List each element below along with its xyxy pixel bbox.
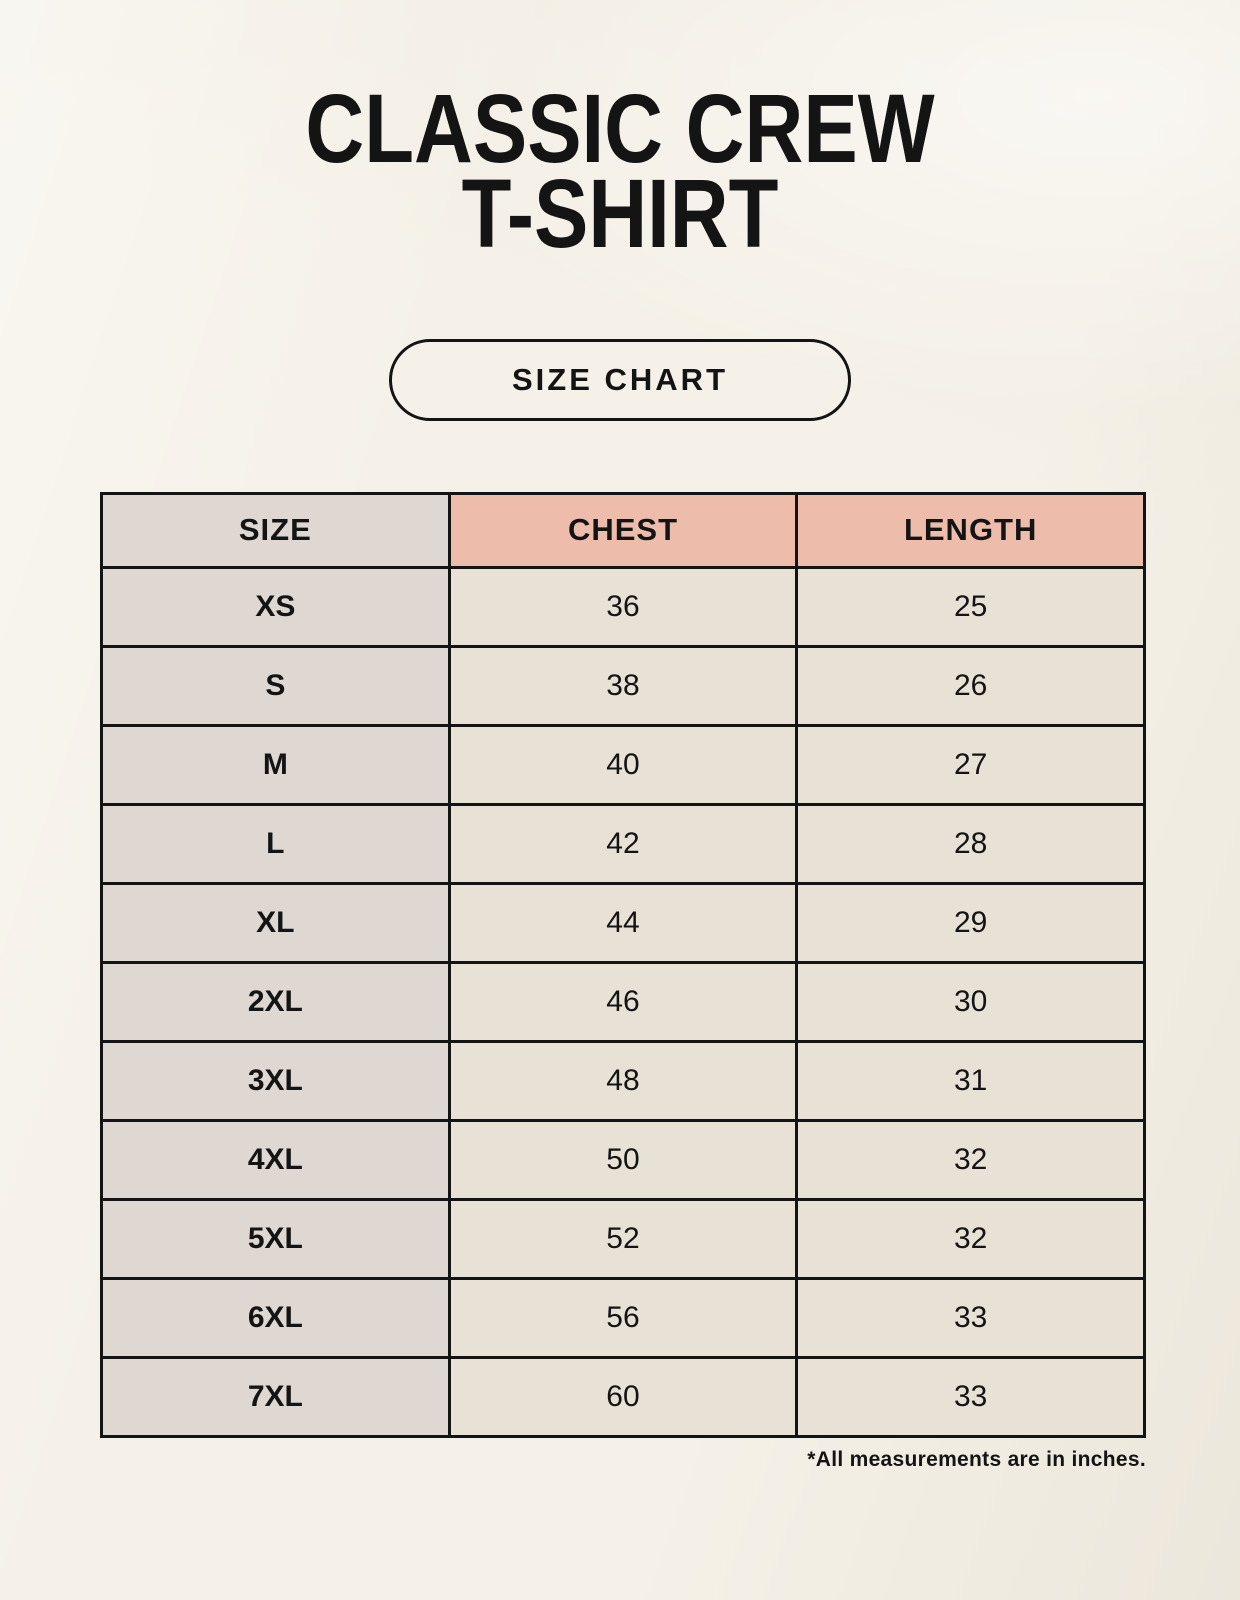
chest-cell: 44 — [447, 881, 799, 964]
table-row: XS 36 25 — [100, 565, 1146, 648]
table-row: S 38 26 — [100, 644, 1146, 727]
length-cell: 30 — [795, 960, 1146, 1043]
table-row: 6XL 56 33 — [100, 1276, 1146, 1359]
size-cell: S — [100, 644, 451, 727]
chest-cell: 46 — [447, 960, 799, 1043]
length-cell: 31 — [795, 1039, 1146, 1122]
column-header-length: LENGTH — [795, 491, 1146, 569]
length-cell: 32 — [795, 1197, 1146, 1280]
table-row: 3XL 48 31 — [100, 1039, 1146, 1122]
product-title-line1: CLASSIC CREW — [305, 74, 935, 183]
table-row: 4XL 50 32 — [100, 1118, 1146, 1201]
size-cell: 4XL — [100, 1118, 451, 1201]
chest-cell: 36 — [447, 565, 799, 648]
size-cell: 7XL — [100, 1355, 451, 1438]
length-cell: 29 — [795, 881, 1146, 964]
length-cell: 25 — [795, 565, 1146, 648]
size-cell: XL — [100, 881, 451, 964]
chest-cell: 38 — [447, 644, 799, 727]
size-cell: 5XL — [100, 1197, 451, 1280]
column-header-chest: CHEST — [447, 491, 799, 569]
table-header-row: SIZE CHEST LENGTH — [100, 491, 1146, 569]
size-chart-badge[interactable]: SIZE CHART — [389, 338, 851, 421]
chest-cell: 60 — [447, 1355, 799, 1438]
size-chart-table: SIZE CHEST LENGTH XS 36 25 S 38 26 M 40 … — [100, 491, 1146, 1438]
length-cell: 32 — [795, 1118, 1146, 1201]
length-cell: 28 — [795, 802, 1146, 885]
chest-cell: 40 — [447, 723, 799, 806]
size-cell: 2XL — [100, 960, 451, 1043]
chest-cell: 48 — [447, 1039, 799, 1122]
chest-cell: 56 — [447, 1276, 799, 1359]
product-title: CLASSIC CREW T-SHIRT — [99, 0, 1141, 269]
chest-cell: 50 — [447, 1118, 799, 1201]
length-cell: 27 — [795, 723, 1146, 806]
size-cell: 3XL — [100, 1039, 451, 1122]
table-row: 2XL 46 30 — [100, 960, 1146, 1043]
chest-cell: 52 — [447, 1197, 799, 1280]
size-cell: M — [100, 723, 451, 806]
length-cell: 33 — [795, 1276, 1146, 1359]
table-row: L 42 28 — [100, 802, 1146, 885]
chest-cell: 42 — [447, 802, 799, 885]
table-row: XL 44 29 — [100, 881, 1146, 964]
table-row: M 40 27 — [100, 723, 1146, 806]
size-cell: 6XL — [100, 1276, 451, 1359]
product-title-line2: T-SHIRT — [461, 159, 779, 269]
measurements-footnote: *All measurements are in inches. — [807, 1447, 1146, 1471]
table-row: 5XL 52 32 — [100, 1197, 1146, 1280]
size-cell: L — [100, 802, 451, 885]
column-header-size: SIZE — [100, 491, 451, 569]
table-row: 7XL 60 33 — [100, 1355, 1146, 1438]
size-cell: XS — [100, 565, 451, 648]
length-cell: 33 — [795, 1355, 1146, 1438]
length-cell: 26 — [795, 644, 1146, 727]
